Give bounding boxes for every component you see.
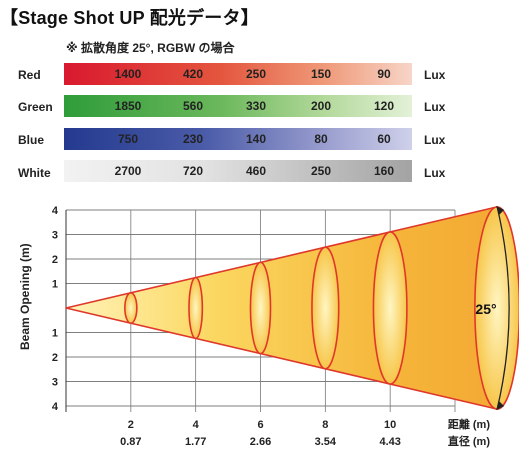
diameter-tick-label: 1.77 bbox=[185, 436, 206, 448]
page-title: 【Stage Shot UP 配光データ】 bbox=[0, 8, 259, 28]
lux-unit: Lux bbox=[424, 166, 446, 180]
lux-bar-red: 1400 420 250 150 90 bbox=[64, 63, 412, 85]
lux-value: 90 bbox=[377, 67, 391, 81]
y-tick-label: 1 bbox=[52, 328, 58, 340]
lux-value: 330 bbox=[245, 99, 267, 113]
distance-tick-label: 8 bbox=[322, 419, 328, 431]
lux-value: 1400 bbox=[114, 67, 142, 81]
y-tick-label: 2 bbox=[52, 352, 58, 364]
lux-bar-blue: 750 230 140 80 60 bbox=[64, 128, 412, 150]
beam-angle-note: ※ 拡散角度 25°, RGBW の場合 bbox=[66, 41, 235, 55]
diameter-tick-label: 0.87 bbox=[120, 436, 141, 448]
lux-value: 200 bbox=[310, 99, 332, 113]
lux-value: 160 bbox=[373, 164, 395, 178]
distance-axis-label: 距離 (m) bbox=[448, 417, 490, 431]
beam-cone bbox=[65, 206, 519, 410]
beam-angle-label: 25° bbox=[475, 301, 496, 317]
distance-tick-label: 2 bbox=[128, 419, 134, 431]
lux-unit: Lux bbox=[424, 133, 446, 147]
row-label-white: White bbox=[18, 166, 51, 180]
diameter-axis-label: 直径 (m) bbox=[448, 434, 490, 448]
lux-value: 250 bbox=[310, 164, 332, 178]
axes: 25° 4 3 2 1 1 2 3 4 2 4 6 8 10 0.87 1.77 2.66 3.54 4.43 距離 … bbox=[52, 205, 510, 448]
diameter-tick-label: 2.66 bbox=[250, 436, 271, 448]
angle-arc bbox=[496, 206, 510, 410]
y-tick-label: 4 bbox=[52, 205, 59, 217]
lux-unit: Lux bbox=[424, 68, 446, 82]
lux-value: 750 bbox=[117, 132, 139, 146]
y-tick-label: 2 bbox=[52, 254, 58, 266]
row-label-blue: Blue bbox=[18, 133, 45, 147]
lux-bar-green: 1850 560 330 200 120 bbox=[64, 95, 412, 117]
lux-value: 250 bbox=[245, 67, 267, 81]
angle-arrow-bottom bbox=[496, 401, 505, 411]
lux-value: 150 bbox=[310, 67, 332, 81]
y-tick-label: 3 bbox=[52, 377, 58, 389]
lux-unit: Lux bbox=[424, 100, 446, 114]
angle-arrow-top bbox=[496, 205, 505, 215]
lux-value: 230 bbox=[182, 132, 204, 146]
y-tick-label: 3 bbox=[52, 230, 58, 242]
lux-value: 2700 bbox=[114, 164, 142, 178]
beam-ellipse bbox=[124, 291, 138, 325]
lux-value: 560 bbox=[182, 99, 204, 113]
y-tick-label: 4 bbox=[52, 401, 59, 413]
beam-ellipse bbox=[249, 261, 272, 355]
lux-value: 60 bbox=[377, 132, 391, 146]
lux-value: 120 bbox=[373, 99, 395, 113]
beam-ellipse bbox=[188, 276, 204, 340]
lux-value: 420 bbox=[182, 67, 204, 81]
row-label-red: Red bbox=[18, 68, 41, 82]
lux-value: 80 bbox=[314, 132, 328, 146]
y-tick-label: 1 bbox=[52, 279, 58, 291]
lux-bar-white: 2700 720 460 250 160 bbox=[64, 160, 412, 182]
lux-value: 140 bbox=[245, 132, 267, 146]
distance-tick-label: 4 bbox=[193, 419, 200, 431]
beam-ellipse bbox=[311, 246, 340, 370]
distance-tick-label: 6 bbox=[257, 419, 263, 431]
beam-ellipse bbox=[372, 231, 408, 385]
lux-value: 460 bbox=[245, 164, 267, 178]
lux-value: 1850 bbox=[114, 99, 142, 113]
distance-tick-label: 10 bbox=[384, 419, 396, 431]
diameter-tick-label: 3.54 bbox=[315, 436, 337, 448]
diameter-tick-label: 4.43 bbox=[379, 436, 400, 448]
lux-value: 720 bbox=[182, 164, 204, 178]
row-label-green: Green bbox=[18, 100, 53, 114]
